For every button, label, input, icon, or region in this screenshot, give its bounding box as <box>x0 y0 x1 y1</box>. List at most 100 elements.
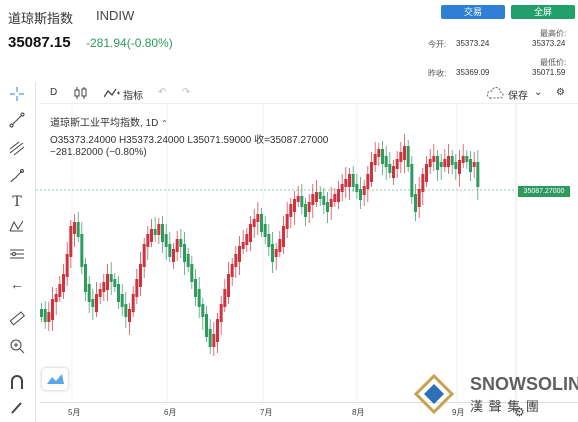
candle-body <box>139 264 142 287</box>
pattern-icon[interactable] <box>7 218 27 238</box>
candle-body <box>285 214 289 229</box>
legend-name: 道琼斯工业平均指数 <box>50 118 140 129</box>
cloud-icon[interactable] <box>486 87 504 102</box>
zoom-in-icon[interactable] <box>7 338 27 358</box>
candle-body <box>168 244 172 257</box>
legend-title: 道琼斯工业平均指数, 1D ⌃ <box>50 118 168 129</box>
candle-body <box>366 174 370 189</box>
legend-interval: 1D <box>145 118 159 129</box>
candle-body <box>249 224 252 242</box>
chart-toolbar: D 指标 ↶ ↷ 保存 ⌄ ⚙ <box>40 82 578 104</box>
candle-type-icon[interactable] <box>74 87 88 102</box>
brush-icon[interactable] <box>7 168 27 188</box>
save-button[interactable]: 保存 <box>508 91 528 102</box>
indicators-button[interactable]: 指标 <box>123 91 143 102</box>
candle-body <box>476 162 480 187</box>
candle-body <box>311 194 315 205</box>
ruler-icon[interactable] <box>7 310 27 330</box>
candle-body <box>102 282 106 292</box>
candle-body <box>392 166 395 178</box>
prev-close-value: 35369.09 <box>456 68 490 77</box>
trendline-icon[interactable] <box>7 112 27 132</box>
text-tool-icon[interactable]: T <box>12 194 22 210</box>
candle-body <box>417 189 421 207</box>
open-value: 35373.24 <box>456 39 490 48</box>
interval-button[interactable]: D <box>50 87 58 98</box>
candle-body <box>337 189 340 202</box>
high-value: 35373.24 <box>532 39 566 48</box>
candle-body <box>439 162 443 167</box>
candle-body <box>51 299 54 320</box>
candle-body <box>472 162 476 167</box>
candlestick-chart[interactable] <box>36 104 578 422</box>
candle-body <box>307 202 311 212</box>
candle-body <box>219 304 223 322</box>
crosshair-icon[interactable] <box>7 86 27 106</box>
candle-body <box>340 184 344 192</box>
candle-body <box>205 314 208 337</box>
magnet-icon[interactable] <box>7 374 27 394</box>
candle-body <box>164 234 168 247</box>
candle-body <box>80 234 84 267</box>
current-price: 35087.15 <box>8 34 71 51</box>
candle-body <box>91 299 95 307</box>
high-label: 最高价: <box>540 29 567 38</box>
candle-body <box>179 239 183 247</box>
candle-body <box>135 279 139 297</box>
candle-body <box>395 159 399 169</box>
pitchfork-icon[interactable] <box>7 140 27 160</box>
candle-body <box>69 226 73 257</box>
prev-close-label: 昨收: <box>428 69 447 78</box>
candle-body <box>410 164 414 197</box>
drawing-toolbar: T ← <box>0 82 36 422</box>
candle-body <box>458 160 461 174</box>
candle-body <box>329 199 333 207</box>
candle-body <box>454 162 458 169</box>
candle-body <box>461 156 465 163</box>
chart-logo-badge[interactable] <box>42 368 68 390</box>
candle-body <box>348 174 351 187</box>
candle-body <box>289 204 293 217</box>
candle-body <box>227 274 230 297</box>
watermark-text: 漢 聲 集 團 <box>470 399 540 414</box>
indicators-icon[interactable] <box>103 87 120 102</box>
candle-body <box>117 284 120 302</box>
x-tick-may: 5月 <box>68 408 81 417</box>
candle-body <box>344 179 348 187</box>
candle-body <box>65 254 69 277</box>
measure-lines-icon[interactable] <box>7 246 27 266</box>
candle-body <box>142 244 146 267</box>
back-arrow-icon[interactable]: ← <box>10 276 24 292</box>
price-change: -281.94(-0.80%) <box>86 36 173 50</box>
candle-body <box>377 149 381 157</box>
candle-body <box>443 159 447 167</box>
candle-body <box>326 202 329 212</box>
candle-body <box>293 199 296 212</box>
candle-body <box>201 304 205 317</box>
candle-body <box>230 264 234 277</box>
legend-collapse-icon[interactable]: ⌃ <box>161 119 168 128</box>
axis-settings-gear-icon[interactable]: ⚙ <box>514 405 525 419</box>
candle-body <box>406 146 410 167</box>
fullscreen-button[interactable]: 全屏 <box>511 5 575 19</box>
chevron-down-icon[interactable]: ⌄ <box>534 87 543 98</box>
candle-body <box>296 196 300 202</box>
undo-icon[interactable]: ↶ <box>158 87 167 98</box>
candle-body <box>186 254 190 267</box>
candle-body <box>333 194 337 202</box>
candle-body <box>359 189 362 200</box>
settings-gear-icon[interactable]: ⚙ <box>556 87 565 98</box>
candle-body <box>190 264 194 282</box>
index-title: 道琼斯指数 <box>8 11 74 26</box>
candle-body <box>124 304 128 317</box>
legend-ohlc: O35373.24000 H35373.24000 L35071.59000 收… <box>50 135 329 146</box>
candle-body <box>274 249 278 257</box>
candle-body <box>150 229 153 242</box>
trade-button[interactable]: 交易 <box>441 5 505 19</box>
candle-body <box>300 196 304 207</box>
candle-body <box>271 244 274 262</box>
pencil-lock-icon[interactable] <box>7 400 27 420</box>
redo-icon[interactable]: ↷ <box>182 87 191 98</box>
candle-body <box>43 309 47 322</box>
candle-body <box>161 224 164 242</box>
